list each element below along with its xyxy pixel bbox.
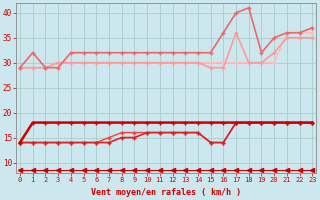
X-axis label: Vent moyen/en rafales ( km/h ): Vent moyen/en rafales ( km/h ) [91, 188, 241, 197]
